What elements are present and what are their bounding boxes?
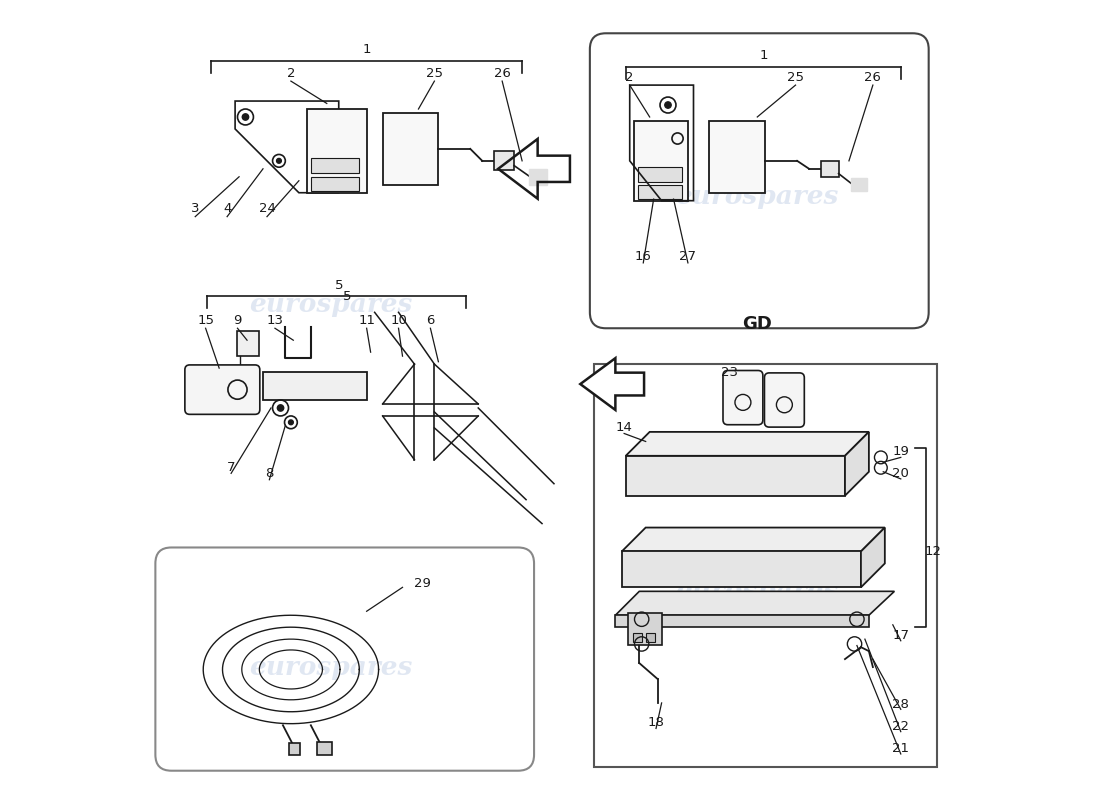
- Text: 14: 14: [616, 422, 632, 434]
- Text: 12: 12: [924, 545, 942, 558]
- Text: 25: 25: [426, 66, 443, 80]
- Bar: [632, 633, 642, 642]
- Bar: [628, 613, 661, 645]
- Text: 23: 23: [720, 366, 738, 378]
- Text: 19: 19: [892, 446, 910, 458]
- Bar: [317, 742, 331, 754]
- Circle shape: [288, 420, 294, 425]
- Text: 3: 3: [191, 202, 199, 215]
- Text: 2: 2: [287, 66, 295, 80]
- FancyBboxPatch shape: [185, 365, 260, 414]
- Text: 7: 7: [227, 462, 235, 474]
- Bar: [634, 121, 688, 201]
- Text: 5: 5: [342, 290, 351, 303]
- Bar: [288, 743, 300, 754]
- Polygon shape: [861, 527, 884, 587]
- Bar: [236, 330, 258, 356]
- Text: 15: 15: [197, 314, 215, 326]
- Text: 18: 18: [648, 716, 664, 730]
- Text: 28: 28: [892, 698, 910, 711]
- FancyBboxPatch shape: [764, 373, 804, 427]
- Bar: [311, 177, 359, 191]
- Text: 26: 26: [865, 70, 881, 84]
- Bar: [646, 633, 656, 642]
- Text: 27: 27: [680, 250, 696, 263]
- Text: 21: 21: [892, 742, 910, 755]
- Polygon shape: [621, 527, 884, 551]
- Circle shape: [276, 158, 282, 163]
- Text: 9: 9: [233, 314, 242, 326]
- Circle shape: [242, 114, 249, 120]
- Circle shape: [277, 405, 284, 411]
- Text: 25: 25: [786, 70, 804, 84]
- Text: 8: 8: [265, 467, 274, 480]
- Text: eurospares: eurospares: [249, 292, 412, 317]
- Polygon shape: [626, 456, 845, 496]
- Text: 20: 20: [892, 467, 910, 480]
- Bar: [383, 113, 439, 185]
- Bar: [821, 161, 838, 177]
- Text: 1: 1: [362, 42, 371, 56]
- Text: 2: 2: [626, 70, 634, 84]
- Bar: [851, 178, 867, 191]
- Polygon shape: [626, 432, 869, 456]
- Text: 1: 1: [759, 49, 768, 62]
- Bar: [311, 158, 359, 173]
- Text: GD: GD: [742, 315, 772, 334]
- Text: 22: 22: [892, 720, 910, 734]
- Bar: [529, 169, 547, 185]
- Polygon shape: [621, 551, 861, 587]
- Text: 13: 13: [266, 314, 284, 326]
- Bar: [638, 185, 682, 199]
- Text: 4: 4: [223, 202, 231, 215]
- Bar: [594, 364, 937, 766]
- Text: 17: 17: [892, 629, 910, 642]
- Text: 29: 29: [414, 577, 431, 590]
- FancyBboxPatch shape: [723, 370, 763, 425]
- Polygon shape: [845, 432, 869, 496]
- Text: 6: 6: [426, 314, 434, 326]
- Bar: [638, 167, 682, 182]
- Bar: [307, 109, 366, 193]
- Bar: [263, 372, 366, 400]
- Text: eurospares: eurospares: [675, 184, 839, 210]
- Text: 11: 11: [359, 314, 375, 326]
- Bar: [494, 151, 514, 170]
- Bar: [710, 121, 766, 193]
- Text: eurospares: eurospares: [675, 579, 839, 604]
- Polygon shape: [581, 358, 645, 410]
- Text: 10: 10: [390, 314, 407, 326]
- Text: 5: 5: [334, 279, 343, 293]
- Text: 26: 26: [494, 66, 510, 80]
- Polygon shape: [615, 591, 894, 615]
- Polygon shape: [615, 615, 869, 627]
- Text: 16: 16: [635, 250, 651, 263]
- Circle shape: [664, 102, 671, 108]
- Text: eurospares: eurospares: [249, 654, 412, 679]
- Text: 24: 24: [258, 202, 275, 215]
